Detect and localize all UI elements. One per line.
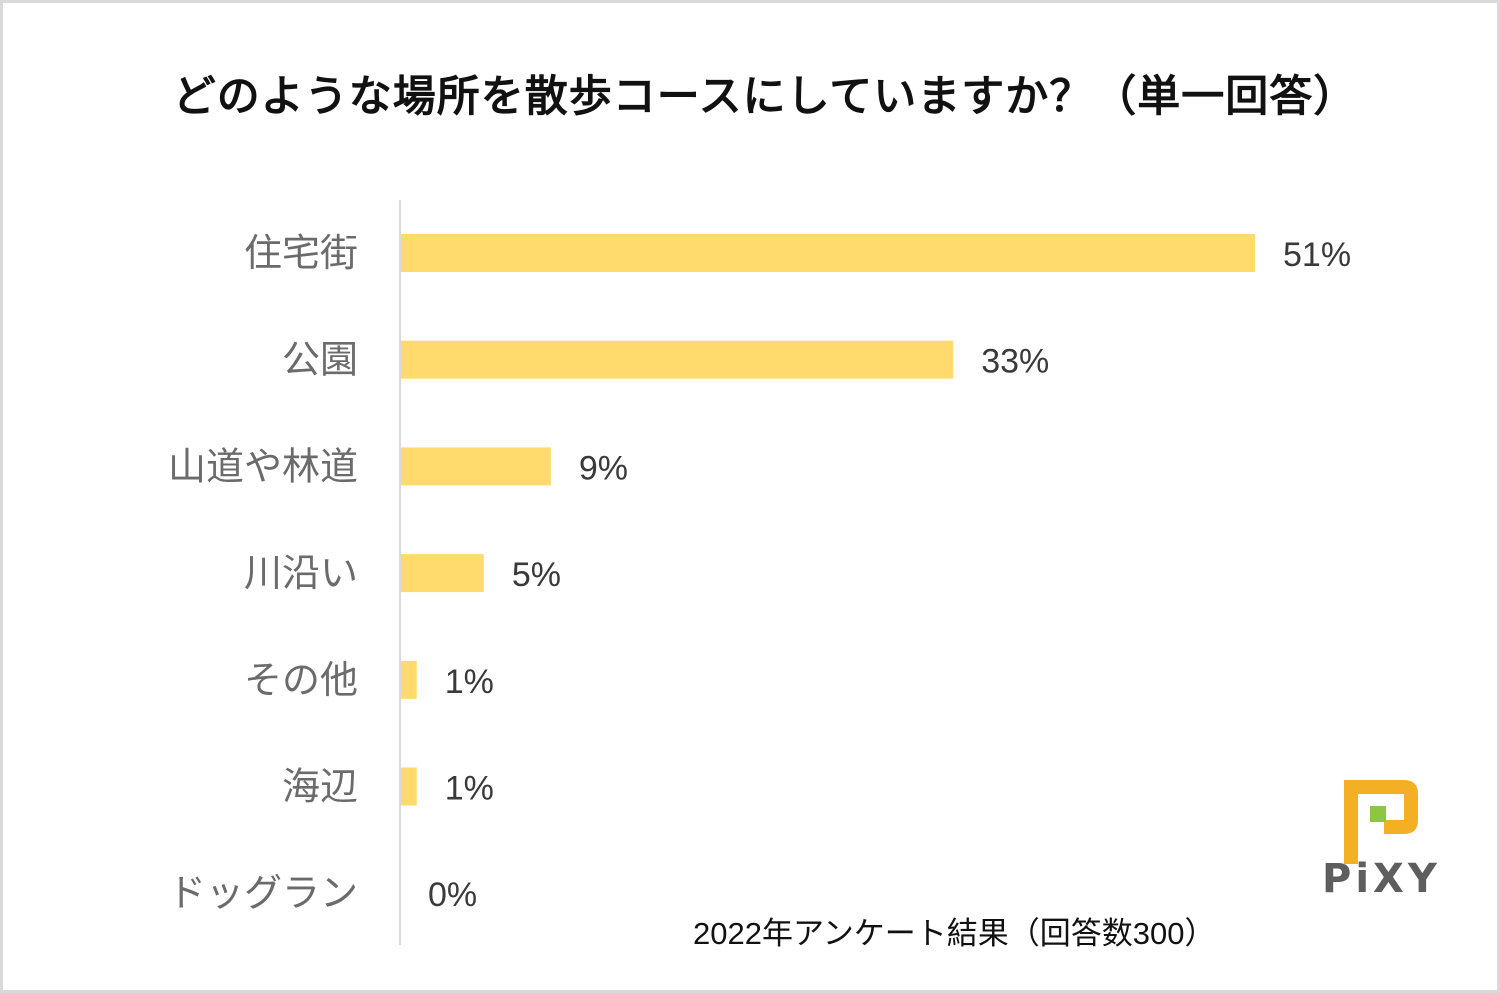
category-label: その他: [244, 658, 358, 702]
value-label: 5%: [512, 556, 561, 594]
bar: [400, 554, 484, 593]
footer-note: 2022年アンケート結果（回答数300）: [693, 916, 1216, 951]
logo-p-shape: [1344, 780, 1418, 864]
chart-title: どのような場所を散歩コースにしていますか？（単一回答）: [172, 72, 1358, 122]
value-label: 33%: [981, 343, 1049, 381]
value-label: 0%: [428, 876, 477, 914]
category-label: ドッグラン: [168, 871, 358, 915]
category-label: 山道や林道: [168, 444, 358, 488]
category-label: 海辺: [282, 765, 358, 809]
category-label: 住宅街: [244, 231, 358, 275]
category-label: 川沿い: [244, 551, 358, 595]
bar: [400, 767, 417, 806]
bar: [400, 447, 551, 486]
pixy-logo: [1344, 780, 1418, 864]
value-label: 9%: [579, 449, 628, 487]
value-label: 51%: [1283, 236, 1351, 274]
bars-layer: 住宅街 51% 公園 33% 山道や林道 9% 川沿い 5% その他 1% 海辺 1% ドッグラン 0%: [168, 231, 1351, 915]
logo-green-square: [1370, 806, 1386, 822]
bar: [400, 660, 417, 699]
category-label: 公園: [282, 338, 358, 382]
value-label: 1%: [445, 663, 494, 701]
logo-text: PiXY: [1322, 856, 1441, 902]
value-label: 1%: [445, 770, 494, 808]
bar: [400, 340, 954, 379]
bar: [400, 234, 1255, 272]
